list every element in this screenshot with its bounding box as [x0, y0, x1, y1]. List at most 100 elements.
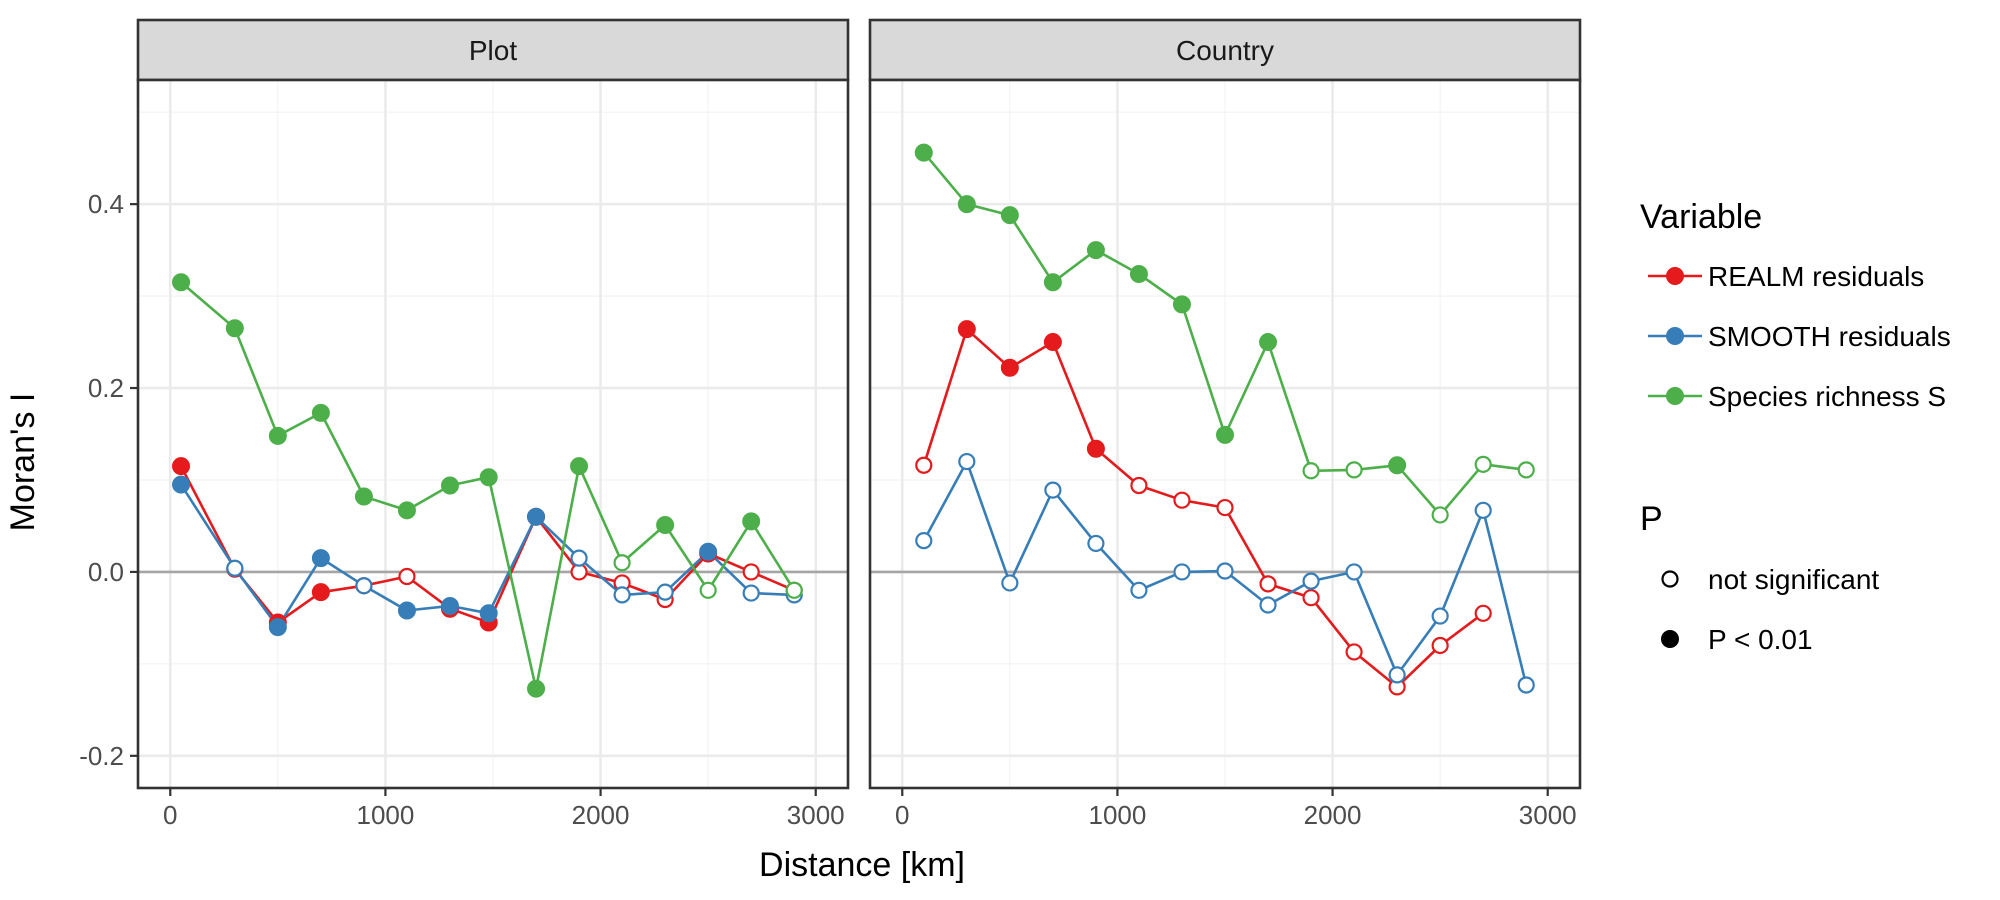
data-point-smooth [355, 577, 373, 595]
data-point-smooth [958, 452, 976, 471]
data-point-realm [915, 456, 933, 474]
data-point-species [570, 457, 589, 476]
data-point-smooth [742, 584, 760, 602]
data-point-smooth [1130, 581, 1148, 599]
data-point-realm [1474, 604, 1492, 622]
data-point-species [1172, 295, 1191, 314]
data-point-realm [1043, 333, 1062, 352]
data-point-realm [172, 457, 191, 476]
data-point-smooth [1302, 572, 1320, 590]
data-point-smooth [1087, 534, 1105, 553]
panel-border [868, 78, 1582, 790]
data-point-species [440, 476, 459, 495]
facet-strip [136, 18, 850, 82]
data-point-smooth [1216, 562, 1234, 580]
data-point-species [1474, 455, 1492, 473]
panel-country: Country 0 1000 2000 3000 [868, 18, 1582, 830]
x-tick-label: 2000 [572, 800, 630, 830]
data-point-smooth [311, 549, 330, 568]
data-point-realm [1431, 636, 1449, 655]
legend-title-variable: Variable [1640, 198, 1762, 236]
legend-key-point-smooth [1666, 327, 1684, 345]
data-point-species [1129, 265, 1148, 284]
data-point-species [785, 581, 803, 599]
data-point-smooth [1044, 481, 1062, 499]
data-point-species [479, 468, 498, 487]
y-axis-title: Moran's I [4, 393, 42, 532]
data-point-smooth [1474, 501, 1492, 519]
data-point-smooth [1345, 563, 1363, 581]
data-point-smooth [915, 532, 933, 550]
data-point-species [613, 554, 631, 572]
data-point-realm [957, 320, 976, 339]
data-point-realm [1000, 358, 1019, 377]
x-tick-label: 0 [163, 800, 177, 830]
legend-label-significant: P < 0.01 [1708, 624, 1813, 655]
data-point-species [397, 501, 416, 520]
data-point-species [1086, 241, 1105, 260]
data-point-realm [311, 583, 330, 602]
legend-key-point-species [1666, 387, 1684, 405]
data-point-species [354, 487, 373, 506]
x-tick-label: 0 [895, 800, 909, 830]
data-point-species [172, 273, 191, 292]
grid [138, 80, 848, 788]
x-tick-label: 1000 [357, 800, 415, 830]
data-point-species [1345, 461, 1363, 479]
data-point-smooth [1517, 676, 1535, 694]
data-point-realm [1302, 589, 1320, 607]
data-point-smooth [1001, 574, 1019, 592]
data-point-species [268, 426, 287, 445]
data-point-smooth [440, 596, 459, 615]
panel-plot: Plot 0 1000 2000 3000 -0.2 0.0 0.2 0.4 [79, 18, 850, 830]
data-point-smooth [479, 604, 498, 623]
data-point-species [1259, 333, 1278, 352]
y-tick-label: -0.2 [79, 741, 124, 771]
panel-border [136, 78, 850, 790]
data-point-realm [1086, 439, 1105, 458]
y-tick-label: 0.4 [88, 189, 124, 219]
data-point-species [656, 516, 675, 535]
data-point-species [914, 143, 933, 162]
data-point-species [742, 512, 761, 531]
data-point-species [957, 195, 976, 214]
data-point-realm [1345, 643, 1363, 661]
data-point-smooth [527, 507, 546, 526]
data-point-realm [1130, 476, 1148, 495]
data-point-smooth [613, 586, 631, 604]
data-point-smooth [172, 475, 191, 494]
data-point-smooth [1431, 607, 1449, 625]
data-point-smooth [699, 542, 718, 561]
data-point-species [1302, 462, 1320, 480]
data-point-species [1388, 456, 1407, 475]
data-point-species [311, 403, 330, 422]
legend-label-realm: REALM residuals [1708, 261, 1924, 292]
data-point-smooth [1259, 596, 1277, 614]
data-point-species [527, 679, 546, 698]
data-point-smooth [268, 618, 287, 637]
legend-label-not-significant: not significant [1708, 564, 1879, 595]
x-tick-label: 3000 [1519, 800, 1577, 830]
facet-strip-label: Country [1176, 35, 1274, 66]
data-point-smooth [570, 549, 588, 567]
legend-key-point-realm [1666, 267, 1684, 285]
data-point-species [225, 319, 244, 338]
data-point-smooth [656, 583, 674, 601]
facet-strip [868, 18, 1582, 82]
legend-title-p: P [1640, 500, 1663, 538]
data-point-realm [1216, 498, 1234, 517]
data-point-smooth [1388, 666, 1406, 684]
facet-strip-label: Plot [469, 35, 517, 66]
data-point-species [1216, 425, 1234, 444]
x-axis-title: Distance [km] [759, 846, 965, 884]
data-point-species [699, 581, 717, 599]
legend-key-not-significant [1661, 570, 1679, 588]
data-point-realm [742, 563, 760, 581]
data-point-species [1431, 506, 1449, 524]
data-point-species [1517, 461, 1535, 479]
legend: Variable REALM residuals SMOOTH residuals S… [1640, 198, 1951, 655]
data-point-species [1043, 273, 1062, 292]
y-tick-label: 0.0 [88, 557, 124, 587]
data-point-smooth [397, 601, 416, 620]
